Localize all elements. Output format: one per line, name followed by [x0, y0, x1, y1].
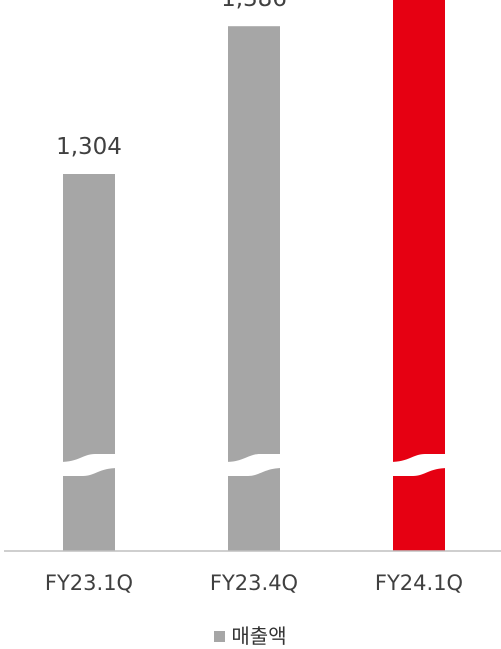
x-tick-label: FY23.4Q	[210, 571, 298, 595]
axis-break-mark	[225, 454, 283, 476]
legend-swatch	[214, 631, 226, 642]
data-label: 1,304	[56, 134, 122, 160]
value-labels-layer: 1,3041,3861,443	[56, 0, 287, 160]
x-tick-labels-layer: FY23.1Q FY23.4Q FY24.1Q	[45, 571, 463, 595]
bars-layer	[60, 0, 448, 552]
x-tick-label: FY23.1Q	[45, 571, 133, 595]
legend: 매출액	[0, 620, 501, 649]
legend-label: 매출액	[231, 624, 287, 648]
bar-fy23-1q	[63, 174, 115, 551]
x-tick-label: FY24.1Q	[375, 571, 463, 595]
axis-break-mark	[60, 454, 118, 476]
data-label: 1,386	[221, 0, 287, 12]
axis-break-mark	[390, 454, 448, 476]
